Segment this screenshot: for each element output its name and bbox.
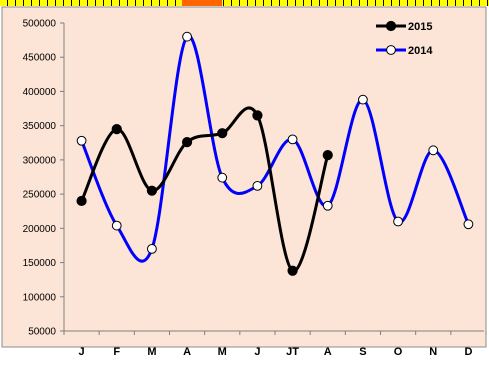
data-point-2014 — [463, 219, 474, 230]
x-tick-label: J — [79, 346, 85, 358]
y-tick-label: 500000 — [23, 19, 57, 30]
legend-marker-2014 — [386, 45, 396, 55]
data-point-2014 — [111, 220, 122, 231]
data-point-2015 — [181, 136, 193, 148]
data-point-2014 — [322, 200, 333, 211]
y-tick-label: 400000 — [23, 87, 57, 98]
data-point-2014 — [287, 134, 298, 145]
legend: 2015 2014 — [376, 20, 433, 57]
y-tick-label: 50000 — [28, 327, 56, 338]
y-tick-label: 450000 — [23, 53, 57, 64]
y-tick-label: 250000 — [23, 190, 57, 201]
x-tick-label: JT — [286, 346, 299, 358]
x-tick-label: A — [183, 346, 191, 358]
y-tick-label: 150000 — [23, 258, 57, 269]
data-point-2015 — [322, 149, 333, 161]
data-point-2014 — [393, 216, 403, 227]
legend-label-2014: 2014 — [408, 45, 433, 57]
legend-label-2015: 2015 — [408, 21, 432, 33]
x-tick-label: F — [113, 346, 120, 358]
data-point-2015 — [217, 128, 228, 139]
data-point-2015 — [287, 265, 298, 276]
x-tick-label: N — [429, 346, 437, 358]
data-point-2015 — [76, 195, 87, 207]
data-point-2015 — [146, 185, 158, 196]
x-tick-label: M — [218, 346, 227, 358]
data-point-2014 — [217, 172, 228, 183]
data-point-2014 — [358, 94, 368, 105]
top-border-strip — [0, 0, 489, 6]
y-tick-label: 300000 — [23, 155, 57, 166]
plot-area — [1, 6, 487, 348]
data-point-2015 — [252, 110, 263, 121]
x-tick-label: O — [394, 346, 403, 358]
y-tick-label: 100000 — [23, 292, 57, 303]
data-point-2014 — [252, 180, 263, 191]
x-tick-label: A — [324, 346, 332, 358]
legend-marker-2015 — [385, 20, 397, 32]
data-point-2014 — [147, 243, 157, 254]
x-axis-ticks: J F M A M J JT A S O N D — [63, 331, 487, 358]
data-point-2014 — [428, 145, 439, 156]
y-axis-ticks: 50000 100000 150000 200000 250000 300000 35000… — [23, 19, 64, 338]
series-layer — [76, 31, 474, 276]
y-tick-label: 200000 — [23, 224, 57, 235]
data-point-2014 — [76, 135, 87, 146]
top-strip-accent — [182, 0, 222, 6]
data-point-2015 — [111, 123, 122, 135]
data-point-2014 — [182, 31, 192, 42]
x-tick-label: D — [464, 346, 472, 358]
y-tick-label: 350000 — [23, 121, 57, 132]
x-tick-label: S — [359, 346, 366, 358]
x-tick-label: J — [254, 346, 260, 358]
x-tick-label: M — [147, 346, 156, 358]
